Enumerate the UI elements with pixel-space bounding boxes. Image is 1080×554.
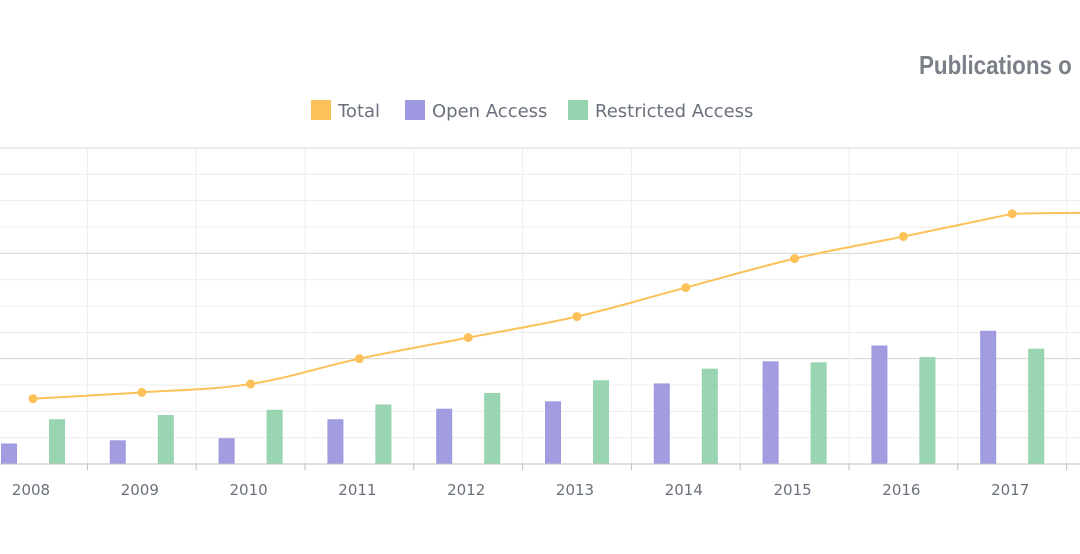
legend-swatch-open-access	[405, 100, 425, 120]
bar-open-access-2013	[545, 401, 561, 465]
bar-open-access-2015	[762, 361, 779, 465]
chart-title: Publications o	[919, 50, 1072, 80]
bar-restricted-access-2010	[266, 409, 283, 465]
grid-layer	[0, 147, 1080, 465]
bar-restricted-access-2013	[593, 380, 609, 465]
bars-layer	[1, 330, 1045, 465]
point-total-2012	[463, 333, 473, 343]
x-tick-label: 2008	[12, 481, 50, 499]
x-tick-label: 2009	[121, 481, 159, 499]
legend-swatch-restricted-access	[568, 100, 588, 120]
x-tick-label: 2013	[556, 481, 594, 499]
bar-restricted-access-2012	[484, 392, 501, 465]
point-total-2008	[28, 394, 38, 404]
legend-swatch-total	[311, 100, 331, 120]
line-layer	[28, 209, 1080, 404]
bar-open-access-2012	[436, 408, 453, 465]
bar-open-access-2014	[653, 383, 670, 465]
bar-restricted-access-2008	[49, 419, 65, 465]
bar-open-access-2010	[218, 438, 235, 465]
bar-restricted-access-2017	[1028, 348, 1045, 465]
bar-restricted-access-2011	[375, 404, 392, 465]
point-total-2015	[790, 254, 800, 264]
x-tick-label: 2015	[774, 481, 812, 499]
bar-restricted-access-2015	[810, 362, 827, 465]
bar-open-access-2017	[980, 330, 997, 465]
point-total-2014	[681, 283, 691, 293]
x-tick-label: 2014	[665, 481, 703, 499]
bar-open-access-2016	[871, 345, 888, 465]
bar-restricted-access-2009	[157, 415, 174, 465]
point-total-2009	[137, 387, 147, 397]
point-total-2016	[898, 231, 908, 241]
x-tick-label: 2010	[230, 481, 268, 499]
x-tick-label: 2011	[338, 481, 376, 499]
x-tick-label: 2012	[447, 481, 485, 499]
x-tick-label: 2017	[991, 481, 1029, 499]
point-total-2013	[572, 312, 582, 322]
bar-open-access-2009	[109, 440, 126, 465]
x-axis: 2008 2009 2010 2011 2012 2013 2014 2015 2016 2017	[0, 463, 1080, 499]
legend: Total Open Access Restricted Access	[311, 100, 753, 122]
point-total-2017	[1007, 209, 1017, 219]
bar-open-access-2011	[327, 419, 344, 465]
bar-restricted-access-2016	[919, 357, 936, 465]
legend-label-total: Total	[337, 101, 380, 122]
bar-restricted-access-2014	[701, 368, 718, 465]
bar-open-access-2008	[1, 443, 17, 465]
legend-label-restricted-access: Restricted Access	[595, 101, 753, 122]
point-total-2010	[246, 379, 256, 389]
legend-label-open-access: Open Access	[432, 101, 547, 122]
x-tick-label: 2016	[882, 481, 920, 499]
point-total-2011	[354, 354, 364, 364]
